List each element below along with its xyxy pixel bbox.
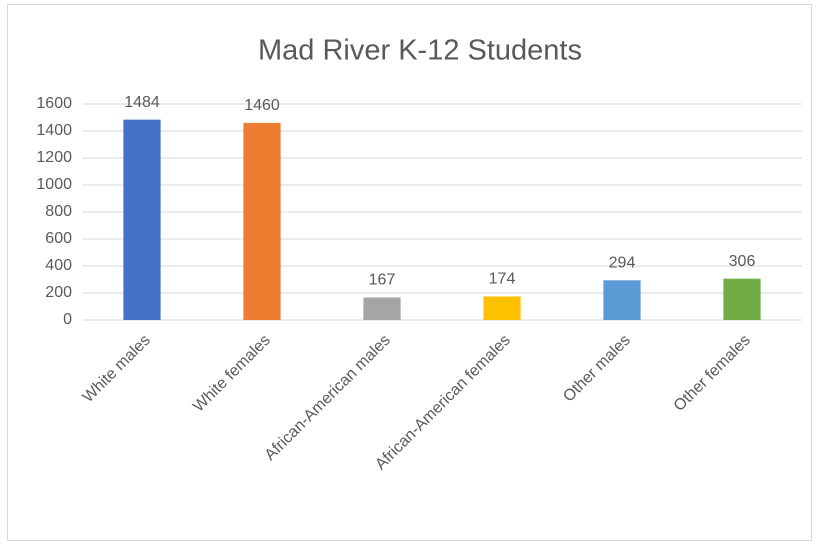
y-tick-label: 800 xyxy=(45,203,72,220)
value-label: 306 xyxy=(729,253,756,270)
value-label: 1484 xyxy=(124,94,160,111)
y-tick-label: 400 xyxy=(45,257,72,274)
y-tick-label: 1600 xyxy=(36,95,72,112)
value-label: 167 xyxy=(369,272,396,289)
value-label: 1460 xyxy=(244,97,280,114)
bar xyxy=(483,296,521,320)
y-tick-label: 0 xyxy=(63,311,72,328)
bar xyxy=(243,122,281,321)
y-tick-label: 600 xyxy=(45,230,72,247)
bar xyxy=(603,280,641,320)
y-tick-label: 1200 xyxy=(36,149,72,166)
bar xyxy=(363,297,401,320)
y-tick-label: 200 xyxy=(45,284,72,301)
bar xyxy=(723,278,761,320)
value-label: 174 xyxy=(489,271,516,288)
chart-title: Mad River K-12 Students xyxy=(258,35,582,67)
value-label: 294 xyxy=(609,255,636,272)
y-tick-label: 1400 xyxy=(36,122,72,139)
bar xyxy=(123,119,161,320)
y-tick-label: 1000 xyxy=(36,176,72,193)
